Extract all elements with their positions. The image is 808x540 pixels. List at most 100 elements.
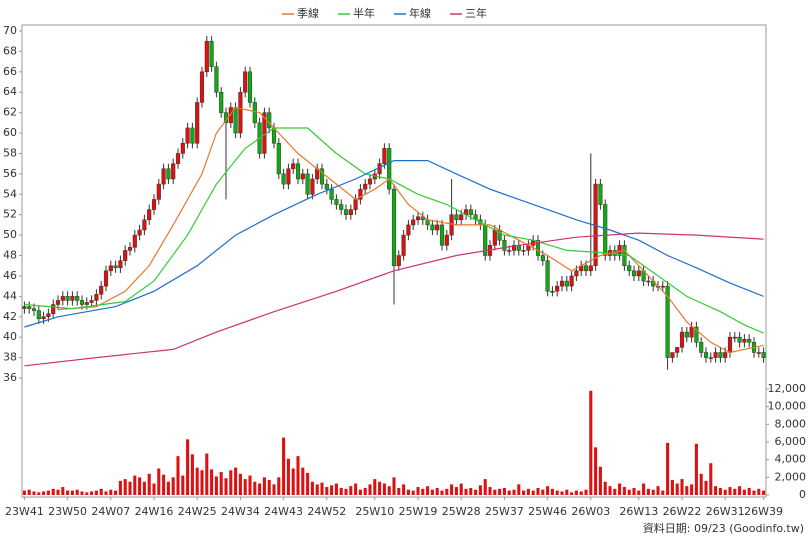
candle-body bbox=[79, 300, 85, 305]
volume-bar bbox=[723, 489, 727, 495]
volume-bar bbox=[738, 486, 742, 495]
volume-bar bbox=[555, 490, 559, 495]
volume-bar bbox=[243, 479, 247, 495]
volume-bar bbox=[334, 483, 338, 495]
candle-body bbox=[665, 285, 670, 358]
candle-body bbox=[396, 255, 401, 266]
x-tick-label: 24W43 bbox=[264, 505, 303, 518]
candle-body bbox=[521, 250, 526, 252]
volume-bar bbox=[315, 484, 319, 495]
candle-body bbox=[603, 204, 608, 256]
candle-body bbox=[574, 270, 579, 277]
x-tick-label: 26W31 bbox=[706, 505, 745, 518]
candle-body bbox=[444, 234, 449, 246]
y-tick-label: 64 bbox=[3, 85, 17, 98]
volume-bar bbox=[435, 487, 439, 495]
candle-body bbox=[204, 40, 209, 73]
candle-body bbox=[108, 265, 113, 272]
candle-body bbox=[675, 347, 680, 353]
candle-body bbox=[195, 102, 200, 144]
candle-body bbox=[415, 216, 421, 221]
volume-bar bbox=[229, 470, 233, 495]
candle-body bbox=[118, 260, 123, 269]
legend-label: 半年 bbox=[353, 6, 375, 20]
volume-bar bbox=[512, 489, 516, 495]
volume-bar bbox=[387, 486, 391, 495]
volume-bar bbox=[579, 491, 583, 495]
volume-bar bbox=[85, 492, 89, 495]
y-tick-label: 40 bbox=[3, 330, 17, 343]
volume-bar bbox=[651, 489, 655, 495]
candle-body bbox=[363, 183, 368, 190]
candle-body bbox=[646, 280, 651, 283]
candle-body bbox=[718, 352, 723, 358]
candle-body bbox=[727, 336, 733, 353]
volume-bar bbox=[469, 487, 473, 495]
candle-body bbox=[598, 183, 603, 205]
candle-body bbox=[555, 285, 560, 292]
candle-body bbox=[367, 178, 373, 185]
volume-bar bbox=[526, 488, 530, 495]
candle-body bbox=[247, 71, 253, 103]
candle-body bbox=[41, 316, 46, 320]
candle-body bbox=[36, 310, 41, 320]
volume-bar bbox=[757, 488, 761, 495]
legend-label: 年線 bbox=[409, 6, 431, 20]
candle-body bbox=[742, 338, 747, 343]
volume-bar bbox=[325, 487, 329, 495]
volume-bar bbox=[594, 447, 598, 495]
candle-body bbox=[339, 204, 344, 210]
y-tick-label: 56 bbox=[3, 167, 17, 180]
volume-bar bbox=[613, 488, 617, 495]
candle-body bbox=[353, 199, 358, 210]
candle-body bbox=[559, 280, 565, 287]
y-tick-label: 68 bbox=[3, 44, 17, 57]
candle-body bbox=[540, 255, 545, 261]
y-tick-label: 60 bbox=[3, 126, 17, 139]
x-tick-label: 24W34 bbox=[221, 505, 260, 518]
volume-tick-label: 6,000 bbox=[775, 435, 807, 448]
candle-body bbox=[190, 127, 195, 144]
candle-body bbox=[411, 219, 416, 226]
volume-bar bbox=[330, 485, 334, 495]
volume-bar bbox=[560, 491, 564, 495]
volume-bar bbox=[666, 442, 670, 495]
volume-bar bbox=[195, 467, 199, 495]
volume-bar bbox=[238, 473, 242, 495]
candle-body bbox=[502, 239, 507, 251]
candle-body bbox=[70, 296, 75, 301]
volume-bar bbox=[406, 489, 410, 495]
candle-body bbox=[142, 219, 147, 231]
candle-body bbox=[468, 209, 473, 215]
volume-bar bbox=[22, 490, 26, 495]
candle-body bbox=[209, 40, 214, 67]
x-tick-label: 24W52 bbox=[307, 505, 346, 518]
volume-bar bbox=[310, 481, 314, 495]
volume-bar bbox=[709, 463, 713, 495]
candle-body bbox=[406, 224, 411, 236]
candle-body bbox=[219, 91, 224, 113]
y-tick-label: 54 bbox=[3, 187, 17, 200]
volume-bar bbox=[589, 390, 593, 495]
volume-bar bbox=[354, 483, 358, 495]
candle-body bbox=[454, 214, 459, 221]
candle-body bbox=[382, 148, 387, 164]
candle-body bbox=[171, 163, 176, 180]
volume-bar bbox=[392, 477, 396, 495]
x-tick-label: 26W39 bbox=[744, 505, 783, 518]
volume-bar bbox=[205, 453, 209, 495]
volume-bar bbox=[675, 483, 679, 495]
volume-tick-label: 0 bbox=[799, 488, 806, 501]
volume-bar bbox=[234, 467, 238, 495]
volume-bar bbox=[574, 490, 578, 495]
volume-tick-label: 4,000 bbox=[775, 453, 807, 466]
volume-bar bbox=[747, 487, 751, 495]
volume-bar bbox=[690, 484, 694, 495]
candle-body bbox=[60, 296, 65, 301]
candle-body bbox=[180, 143, 185, 154]
candle-body bbox=[94, 294, 99, 301]
volume-bar bbox=[157, 468, 161, 495]
volume-bar bbox=[546, 486, 550, 495]
volume-bar bbox=[742, 489, 746, 495]
volume-bar bbox=[450, 484, 454, 495]
